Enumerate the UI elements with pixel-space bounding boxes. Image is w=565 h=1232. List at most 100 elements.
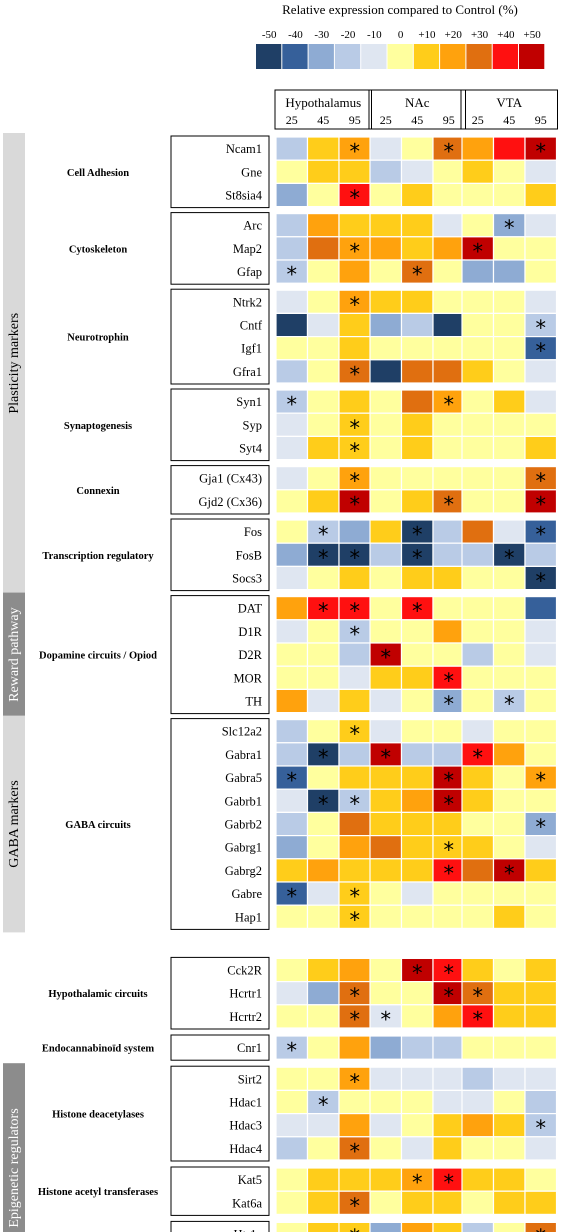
heatmap-cell [432, 336, 466, 361]
heatmap-cell [275, 1004, 309, 1029]
heatmap-cell [492, 182, 526, 208]
heatmap-cell [400, 834, 434, 860]
heatmap-cell [306, 289, 340, 315]
heatmap-cell [338, 1035, 372, 1060]
heatmap-cell [524, 236, 558, 261]
gene-label: Socs3 [232, 572, 262, 586]
category-label: GABA circuits [65, 820, 130, 831]
heatmap-cell [369, 619, 403, 644]
heatmap-cell [400, 765, 434, 790]
heatmap-cell [461, 289, 495, 315]
heatmap-cell [492, 259, 526, 284]
category-label: Hypothalamic circuits [48, 989, 147, 1000]
category-label: Synaptogenesis [64, 421, 132, 432]
heatmap-cell [338, 1112, 372, 1138]
heatmap-cell [306, 359, 340, 384]
heatmap-cell [306, 858, 340, 883]
significance-star: * [350, 984, 361, 1008]
heatmap-cell [524, 858, 558, 883]
heatmap-cell [461, 1112, 495, 1138]
category-box [170, 212, 270, 285]
heatmap-cell [369, 466, 403, 491]
gene-label: Hdac1 [229, 1096, 262, 1110]
category-box [170, 465, 270, 515]
significance-star: * [444, 393, 455, 417]
heatmap-cell [400, 359, 434, 384]
heatmap-cell [338, 834, 372, 860]
heatmap-cell [400, 619, 434, 644]
group-bar [3, 592, 25, 717]
significance-star: * [412, 961, 423, 985]
gene-label: Syn1 [236, 395, 262, 409]
heatmap-cell [524, 980, 558, 1006]
category-label: Transcription regulatory [42, 551, 154, 562]
heatmap-cell [461, 136, 495, 161]
heatmap-cell [306, 1167, 340, 1192]
time-label: 95 [535, 113, 547, 127]
significance-star: * [444, 984, 455, 1008]
heatmap-cell [432, 289, 466, 315]
heatmap-cell [369, 259, 403, 284]
heatmap-cell [338, 858, 372, 883]
heatmap-cell [524, 259, 558, 284]
heatmap-cell [306, 904, 340, 930]
heatmap-cell [524, 1136, 558, 1161]
heatmap-cell [306, 1221, 340, 1232]
time-label: 95 [443, 113, 455, 127]
category-box [170, 288, 270, 385]
region-header-box [274, 89, 372, 130]
heatmap-cell [461, 688, 495, 714]
heatmap-cell [492, 1167, 526, 1192]
heatmap-cell [524, 742, 558, 767]
heatmap-cell [461, 519, 495, 544]
heatmap-cell [275, 182, 309, 208]
significance-star: * [473, 1007, 484, 1031]
heatmap-cell [400, 389, 434, 414]
significance-star: * [350, 439, 361, 463]
heatmap-cell [275, 565, 309, 591]
heatmap-cell [306, 213, 340, 238]
heatmap-cell [524, 904, 558, 930]
heatmap-cell [492, 788, 526, 814]
heatmap-cell [306, 665, 340, 691]
heatmap-cell [306, 765, 340, 790]
group-label: GABA markers [7, 780, 22, 868]
legend-swatch [334, 44, 361, 69]
heatmap-cell [275, 742, 309, 767]
heatmap-cell [492, 519, 526, 544]
heatmap-cell [275, 904, 309, 930]
heatmap-cell [400, 1190, 434, 1215]
heatmap-cell [492, 336, 526, 361]
heatmap-cell [492, 881, 526, 906]
legend-swatch [440, 44, 466, 69]
significance-star: * [536, 140, 547, 164]
significance-star: * [318, 523, 329, 547]
significance-star: * [350, 599, 361, 623]
heatmap-cell [369, 788, 403, 814]
significance-star: * [444, 769, 455, 793]
category-box [170, 956, 270, 1030]
heatmap-cell [461, 665, 495, 691]
heatmap-cell [306, 642, 340, 667]
heatmap-cell [338, 957, 372, 983]
category-box [170, 135, 270, 209]
significance-star: * [536, 316, 547, 340]
heatmap-cell [306, 619, 340, 644]
heatmap-cell [369, 834, 403, 860]
heatmap-cell [461, 359, 495, 384]
heatmap-cell [275, 1089, 309, 1115]
category-label: Cytoskeleton [69, 244, 127, 255]
heatmap-cell [461, 858, 495, 883]
gene-label: Htr1a [234, 1228, 263, 1232]
heatmap-cell [306, 1112, 340, 1138]
heatmap-cell [369, 1221, 403, 1232]
gene-label: Gabra5 [225, 771, 262, 785]
heatmap-cell [492, 765, 526, 790]
heatmap-cell [524, 642, 558, 667]
heatmap-cell [524, 159, 558, 184]
heatmap-cell [275, 957, 309, 983]
heatmap-cell [461, 642, 495, 667]
heatmap-cell [432, 1112, 466, 1138]
group-label: Epigenetic regulators [7, 1108, 22, 1227]
group-label: Plasticity markers [7, 313, 22, 414]
